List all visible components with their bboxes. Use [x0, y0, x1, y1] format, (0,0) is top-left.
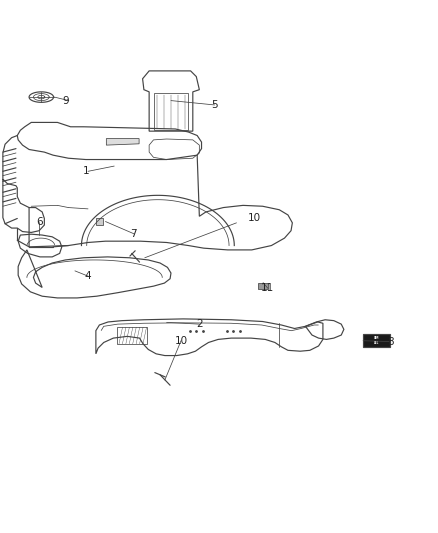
Polygon shape: [96, 219, 103, 225]
Text: 2: 2: [196, 319, 203, 329]
Polygon shape: [363, 334, 390, 348]
Text: 8: 8: [387, 337, 394, 346]
Polygon shape: [106, 139, 139, 145]
Text: 4: 4: [85, 271, 92, 281]
Text: 9: 9: [62, 95, 69, 106]
Text: 7: 7: [131, 229, 137, 239]
Text: 10: 10: [247, 213, 261, 223]
Text: OEM
LBL: OEM LBL: [374, 336, 379, 345]
Text: 10: 10: [174, 336, 187, 346]
Polygon shape: [258, 282, 268, 289]
Text: 5: 5: [211, 100, 218, 110]
Text: 11: 11: [261, 284, 275, 293]
Text: 1: 1: [82, 166, 89, 176]
Text: 6: 6: [36, 217, 42, 227]
